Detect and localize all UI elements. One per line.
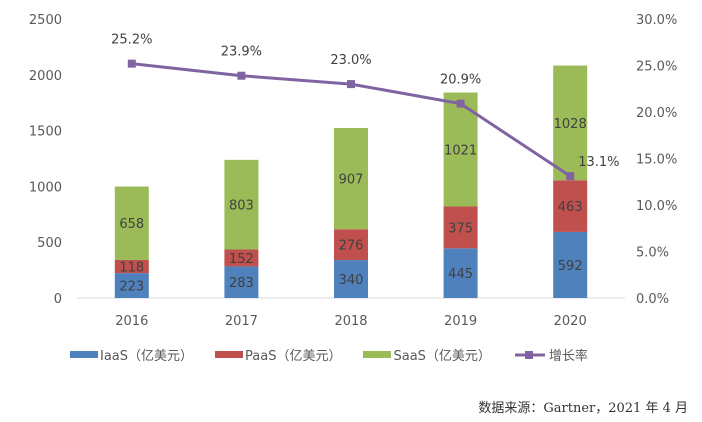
bar-data-label: 118 bbox=[119, 261, 144, 276]
growth-data-label: 20.9% bbox=[440, 73, 481, 88]
growth-data-label: 25.2% bbox=[111, 33, 152, 48]
legend-label-paas: PaaS（亿美元） bbox=[245, 349, 342, 364]
growth-data-label: 23.0% bbox=[330, 53, 371, 68]
bar-data-label: 283 bbox=[229, 276, 254, 291]
legend: IaaS（亿美元） PaaS（亿美元） SaaS（亿美元） 增长率 bbox=[70, 345, 588, 364]
growth-marker bbox=[566, 172, 575, 181]
y2-tick-label: 25.0% bbox=[636, 60, 677, 75]
bar-data-label: 1028 bbox=[554, 117, 587, 132]
legend-item-growth: 增长率 bbox=[513, 345, 588, 364]
legend-label-saas: SaaS（亿美元） bbox=[393, 349, 491, 364]
y2-tick-label: 30.0% bbox=[636, 13, 677, 28]
x-tick-label: 2017 bbox=[225, 314, 258, 329]
bar-data-label: 1021 bbox=[444, 144, 477, 159]
bar-segment bbox=[553, 180, 588, 232]
y-tick-label: 0 bbox=[54, 292, 62, 307]
x-tick-label: 2019 bbox=[444, 314, 477, 329]
legend-item-saas: SaaS（亿美元） bbox=[363, 345, 491, 364]
y2-tick-label: 15.0% bbox=[636, 153, 677, 168]
bar-segment bbox=[334, 229, 368, 261]
legend-label-iaas: IaaS（亿美元） bbox=[100, 349, 194, 364]
bar-data-label: 463 bbox=[558, 200, 583, 215]
y2-tick-label: 5.0% bbox=[636, 246, 669, 261]
legend-label-growth: 增长率 bbox=[548, 349, 588, 364]
bar-segment bbox=[553, 231, 588, 298]
y-tick-label: 1500 bbox=[29, 125, 62, 140]
growth-marker bbox=[347, 80, 355, 89]
y-tick-label: 500 bbox=[37, 236, 62, 251]
bar-segment bbox=[443, 206, 478, 249]
legend-swatch-paas bbox=[215, 351, 244, 358]
bar-data-label: 445 bbox=[448, 267, 473, 282]
bar-segment bbox=[443, 248, 478, 298]
bar-segment bbox=[114, 259, 149, 274]
bar-segment bbox=[114, 273, 149, 298]
growth-marker bbox=[127, 59, 136, 68]
bar-segment bbox=[114, 186, 149, 260]
chart: 0 500 1000 1500 2000 2500 0.0% 5.0% 10.0% 15.0% 20… bbox=[29, 13, 677, 329]
x-tick-label: 2016 bbox=[115, 314, 148, 329]
bar-data-label: 803 bbox=[229, 199, 254, 214]
legend-item-iaas: IaaS（亿美元） bbox=[70, 345, 193, 364]
bar-segment bbox=[224, 266, 259, 298]
legend-swatch-saas bbox=[363, 351, 392, 358]
bar-segment bbox=[224, 159, 259, 250]
growth-marker bbox=[237, 71, 246, 80]
bar-data-label: 592 bbox=[558, 259, 583, 274]
bar-data-label: 340 bbox=[339, 273, 364, 288]
bar-segment bbox=[553, 65, 588, 181]
y-tick-label: 2500 bbox=[29, 13, 62, 28]
growth-data-label: 23.9% bbox=[221, 45, 262, 60]
legend-item-paas: PaaS（亿美元） bbox=[215, 345, 341, 364]
y-tick-label: 2000 bbox=[29, 69, 62, 84]
bar-segment bbox=[334, 128, 368, 230]
y2-tick-label: 10.0% bbox=[636, 199, 677, 214]
y2-tick-label: 20.0% bbox=[636, 106, 677, 121]
legend-line-marker-icon bbox=[514, 350, 545, 359]
bar-data-label: 658 bbox=[119, 217, 144, 232]
bar-data-label: 152 bbox=[229, 252, 254, 267]
x-tick-label: 2018 bbox=[334, 314, 367, 329]
bar-data-label: 907 bbox=[339, 173, 364, 188]
bar-segment bbox=[224, 249, 259, 267]
bar-data-label: 276 bbox=[339, 239, 364, 254]
legend-swatch-iaas bbox=[70, 351, 98, 358]
x-tick-label: 2020 bbox=[554, 314, 587, 329]
growth-marker bbox=[456, 99, 465, 108]
bar-data-label: 375 bbox=[448, 221, 473, 236]
bar-segment bbox=[334, 260, 368, 298]
y2-tick-label: 0.0% bbox=[636, 292, 669, 307]
source-note: 数据来源：Gartner，2021 年 4 月 bbox=[478, 401, 688, 416]
bar-data-label: 223 bbox=[119, 280, 144, 295]
y-tick-label: 1000 bbox=[29, 180, 62, 195]
growth-data-label: 13.1% bbox=[578, 155, 619, 170]
